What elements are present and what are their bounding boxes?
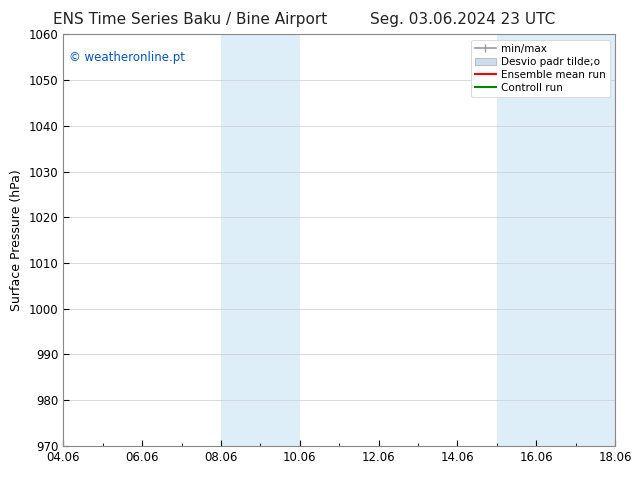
Bar [497,34,615,446]
Text: ENS Time Series Baku / Bine Airport: ENS Time Series Baku / Bine Airport [53,12,327,27]
Text: © weatheronline.pt: © weatheronline.pt [69,51,185,64]
Bar [221,34,300,446]
Text: Seg. 03.06.2024 23 UTC: Seg. 03.06.2024 23 UTC [370,12,555,27]
Legend: min/max, Desvio padr tilde;o, Ensemble mean run, Controll run: min/max, Desvio padr tilde;o, Ensemble m… [470,40,610,97]
Y-axis label: Surface Pressure (hPa): Surface Pressure (hPa) [10,169,23,311]
